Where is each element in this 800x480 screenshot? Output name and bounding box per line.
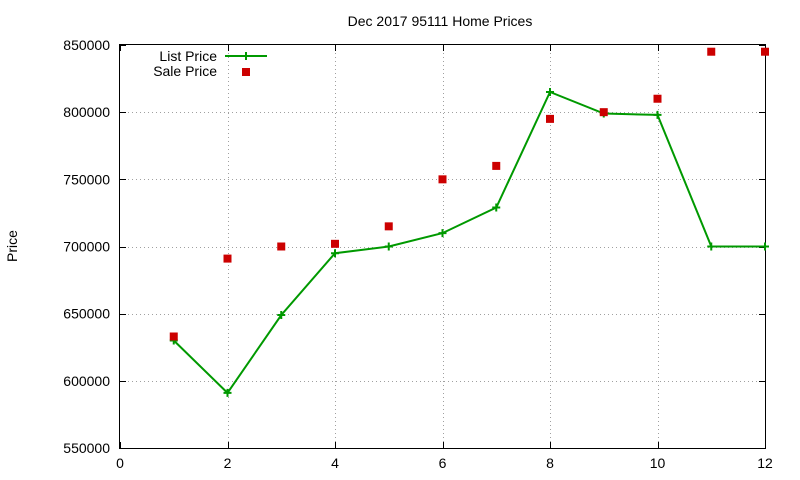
legend: List Price Sale Price [153, 48, 267, 79]
data-point-sale-price [438, 175, 447, 184]
x-tick-label: 8 [546, 455, 554, 471]
y-tick-label: 600000 [63, 373, 110, 389]
y-axis-label: Price [4, 230, 20, 262]
x-tick-label: 12 [757, 455, 773, 471]
y-tick-label: 750000 [63, 171, 110, 187]
y-tick-label: 550000 [63, 440, 110, 456]
legend-label-list-price: List Price [159, 48, 217, 64]
data-point-sale-price [707, 47, 716, 56]
series-line-list-price [173, 90, 765, 395]
x-tick-label: 6 [439, 455, 447, 471]
data-point-list-price [384, 242, 393, 251]
data-point-list-price [546, 88, 554, 97]
data-point-list-price [492, 203, 501, 212]
legend-label-sale-price: Sale Price [153, 63, 217, 79]
data-point-sale-price [653, 94, 662, 103]
x-tick-label: 2 [224, 455, 232, 471]
x-tick-label: 10 [650, 455, 666, 471]
data-point-list-price [707, 242, 716, 251]
data-point-list-price [277, 311, 286, 320]
grid [120, 45, 765, 448]
x-tick-label: 0 [116, 455, 124, 471]
y-tick-label: 700000 [63, 239, 110, 255]
data-point-list-price [438, 229, 447, 238]
data-point-sale-price [384, 222, 393, 231]
y-tick-label: 850000 [63, 37, 110, 53]
legend-marker-list-price [242, 52, 250, 60]
legend-marker-sale-price [242, 68, 250, 76]
data-point-sale-price [599, 108, 608, 117]
y-tick-label: 800000 [63, 104, 110, 120]
x-tick-label: 4 [331, 455, 339, 471]
data-point-list-price [653, 110, 662, 119]
data-point-sale-price [223, 254, 232, 263]
data-point-sale-price [169, 332, 178, 341]
data-point-sale-price [331, 239, 339, 248]
chart-title: Dec 2017 95111 Home Prices [348, 13, 533, 29]
data-point-list-price [331, 249, 339, 258]
data-point-list-price [223, 388, 232, 397]
data-point-list-price [761, 242, 769, 251]
y-tick-label: 650000 [63, 306, 110, 322]
data-point-sale-price [546, 114, 554, 123]
data-point-sale-price [492, 161, 501, 170]
plot-frame [119, 44, 766, 449]
data-point-sale-price [761, 47, 769, 56]
data-point-sale-price [277, 242, 286, 251]
series-layer [169, 47, 769, 397]
axis-ticks: 0 2 4 6 8 10 12 550000 600000 650000 700000 750000 8… [63, 37, 773, 471]
